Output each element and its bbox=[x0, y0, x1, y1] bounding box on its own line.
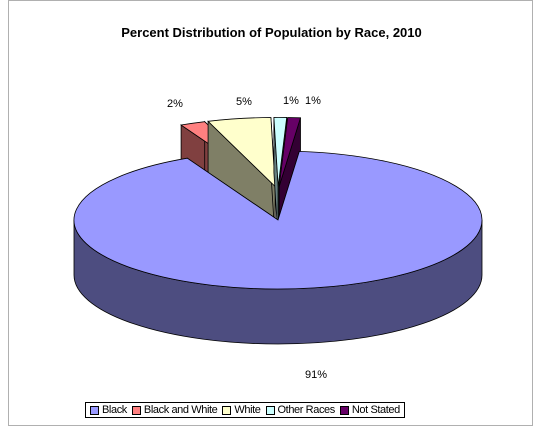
pie-slices bbox=[73, 117, 483, 345]
slice-top bbox=[273, 117, 288, 187]
legend-item-other-races: Other Races bbox=[265, 404, 336, 416]
legend-swatch-white bbox=[222, 405, 232, 415]
legend-label-black: Black bbox=[102, 404, 127, 416]
legend-swatch-black bbox=[90, 405, 99, 415]
legend-item-black-and-white: Black and White bbox=[131, 404, 218, 416]
legend-label-other-races: Other Races bbox=[277, 404, 336, 416]
legend-item-black: Black bbox=[90, 404, 127, 416]
data-label-1: 91% bbox=[305, 369, 327, 381]
legend-swatch-not-stated bbox=[339, 405, 349, 415]
legend-label-white: White bbox=[234, 404, 261, 416]
legend-label-black-and-white: Black and White bbox=[143, 404, 218, 416]
legend-swatch-black-and-white bbox=[131, 405, 141, 415]
legend-item-not-stated: Not Stated bbox=[339, 404, 400, 416]
pie-slice-black bbox=[73, 150, 483, 345]
data-label-2: 2% bbox=[167, 98, 183, 110]
legend: Black Black and White White Other Races … bbox=[85, 402, 405, 418]
slice-top bbox=[207, 117, 276, 188]
legend-label-not-stated: Not Stated bbox=[351, 404, 400, 416]
slice-top bbox=[73, 150, 483, 290]
legend-swatch-other-races bbox=[265, 405, 275, 415]
data-label-3: 5% bbox=[236, 96, 252, 108]
chart-title: Percent Distribution of Population by Ra… bbox=[121, 25, 422, 40]
data-label-4: 1% bbox=[283, 95, 299, 107]
slice-top bbox=[278, 117, 302, 187]
legend-item-white: White bbox=[222, 404, 261, 416]
data-label-5: 1% bbox=[305, 95, 321, 107]
